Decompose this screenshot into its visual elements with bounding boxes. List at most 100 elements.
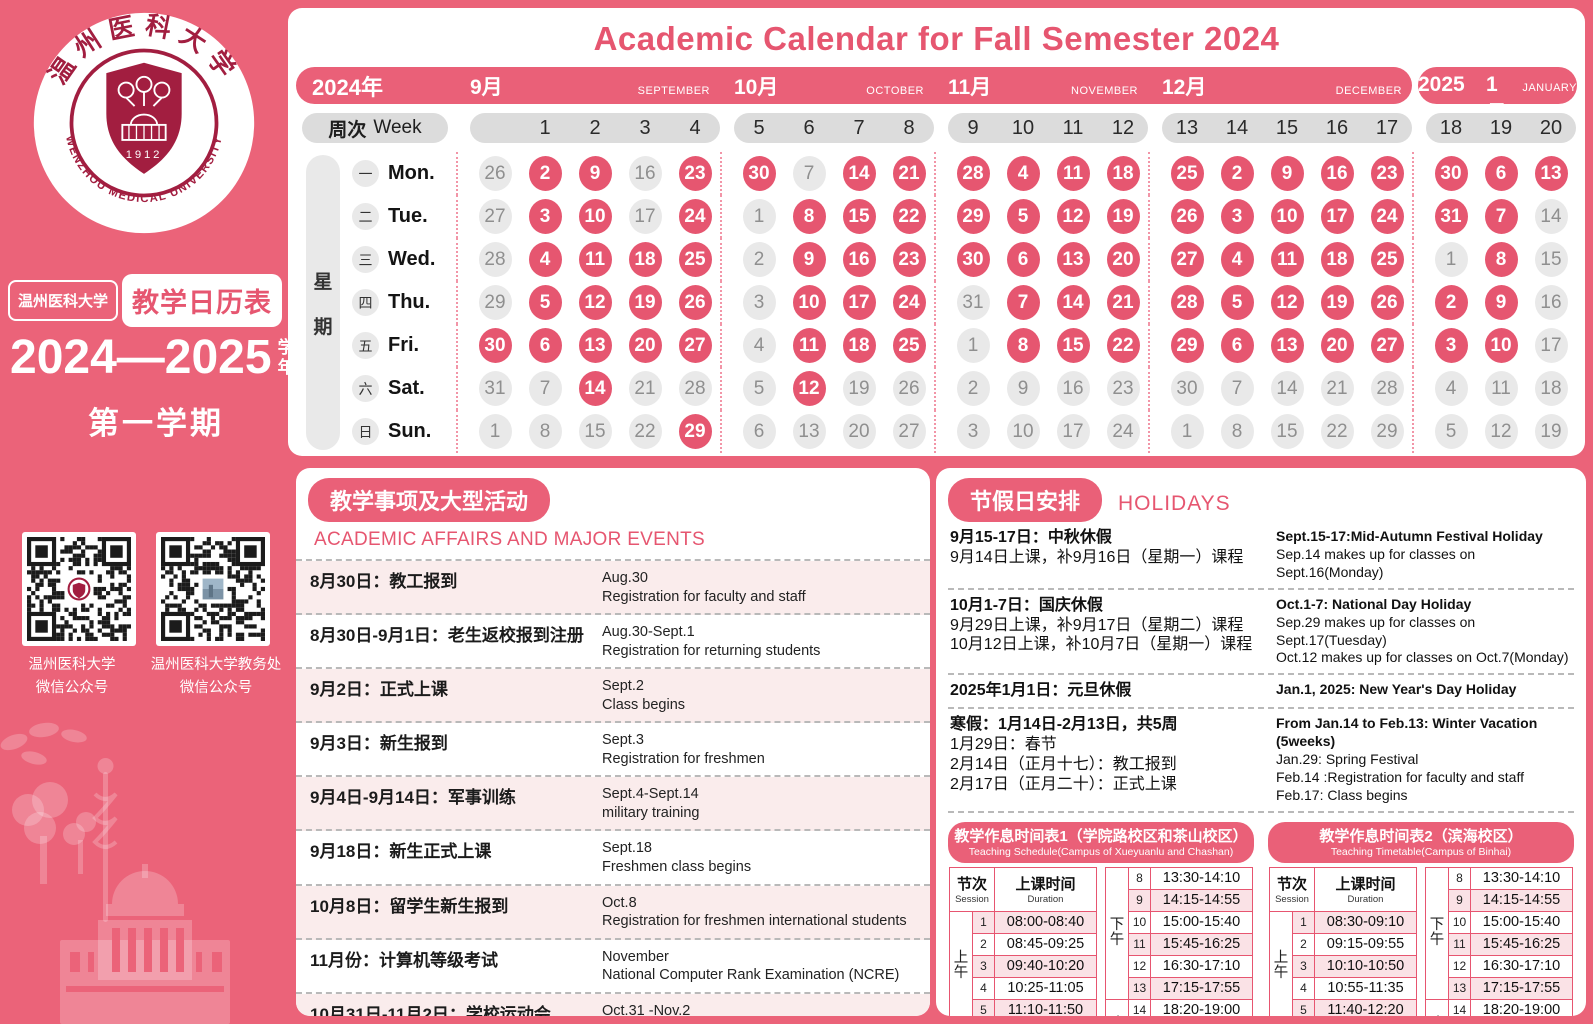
class-day: 29 (956, 199, 990, 234)
event-row: 8月30日：教工报到 Aug.30 Registration for faculty… (296, 561, 930, 616)
holidays-card: 节假日安排 HOLIDAYS 9月15-17日：中秋休假 9月14日上课，补9月1… (936, 468, 1586, 1016)
class-day: 13 (1534, 156, 1568, 191)
class-day: 19 (1320, 285, 1354, 320)
class-day: 25 (892, 328, 926, 363)
class-day: 24 (892, 285, 926, 320)
event-cn-line: 9月4日-9月14日：军事训练 (310, 788, 516, 808)
holiday-cn-line: 寒假：1月14日-2月13日，共5周 (950, 716, 1178, 734)
date-cell: 12 (1476, 414, 1526, 449)
session-number: 2 (972, 932, 995, 956)
schedule-row: 2 08:45-09:25 (950, 932, 1097, 956)
schedule-table-2: 教学作息时间表2（滨海校区） Teaching Timetable(Campus … (1268, 821, 1574, 1016)
session-time: 15:45-16:25 (1470, 932, 1573, 956)
date-cell: 30 (1426, 156, 1476, 191)
date-cell: 10 (998, 414, 1048, 449)
date-cell: 26 (1362, 285, 1412, 320)
week-number: 14 (1225, 117, 1249, 139)
month-column: 31 7 14 21 28 (456, 367, 720, 410)
class-day: 18 (1320, 242, 1354, 277)
event-en-line: Class begins (602, 696, 686, 713)
date-cell: 21 (1312, 371, 1362, 406)
class-day: 23 (892, 242, 926, 277)
date-cell: 7 (520, 371, 570, 406)
session-time: 09:15-09:55 (1314, 932, 1417, 956)
session-number: 8 (1128, 866, 1151, 890)
date-cell: 6 (1212, 328, 1262, 363)
event-cn: 9月2日：正式上课 (310, 675, 602, 702)
date-cell: 29 (470, 285, 520, 320)
class-day: 27 (678, 328, 712, 363)
holidays-subtitle: HOLIDAYS (1118, 492, 1231, 515)
class-day: 3 (1220, 199, 1254, 234)
date-cell: 20 (1312, 328, 1362, 363)
date-cell: 16 (620, 156, 670, 191)
week-number: 11 (1062, 117, 1084, 139)
holiday-en-line: Sept.15-17:Mid-Autumn Festival Holiday (1276, 528, 1543, 544)
events-card: 教学事项及大型活动 ACADEMIC AFFAIRS AND MAJOR EVE… (296, 468, 930, 1016)
off-day: 12 (1484, 414, 1518, 449)
date-cell: 21 (1098, 285, 1148, 320)
off-day: 3 (742, 285, 776, 320)
schedule-title-en: Teaching Schedule(Campus of Xueyuanlu an… (968, 845, 1234, 858)
class-day: 18 (628, 242, 662, 277)
weekday-en: Fri. (388, 334, 420, 356)
session-time: 08:30-09:10 (1314, 910, 1417, 934)
event-cn: 11月份：计算机等级考试 (310, 946, 602, 973)
week-number: 6 (803, 117, 815, 139)
date-cell: 11 (1048, 156, 1098, 191)
event-cn: 10月8日：留学生新生报到 (310, 892, 602, 919)
weekday-column-label: 星 期 (306, 155, 340, 450)
class-day: 15 (842, 199, 876, 234)
weekday-cn: 三 (352, 246, 379, 273)
month-column: 30 7 14 21 28 (1148, 367, 1412, 410)
schedule-right-table: 下午 8 13:30-14:10 9 14:15-14:55 10 15:00-15:40 1… (1105, 866, 1253, 1016)
event-en-line: National Computer Rank Examination (NCRE… (602, 967, 900, 984)
weekday-cn: 五 (352, 332, 379, 359)
class-day: 26 (678, 285, 712, 320)
month-column: 5 12 19 26 (720, 367, 934, 410)
off-day: 10 (1006, 414, 1040, 449)
month-column: 4 11 18 (1412, 367, 1576, 410)
schedule-left-table: 节次 Session 上课时间 Duration 上午 1 08:30-09:10 2 09:1… (1269, 866, 1417, 1016)
off-day: 1 (1170, 414, 1204, 449)
date-cell: 9 (1476, 285, 1526, 320)
event-en-line: Sept.18 (602, 840, 652, 857)
class-day: 11 (1270, 242, 1304, 277)
date-cell: 31 (470, 371, 520, 406)
month-column: 1 8 15 22 29 (456, 410, 720, 453)
date-cell: 17 (1526, 328, 1576, 363)
schedule-header: 教学作息时间表1（学院路校区和茶山校区） Teaching Schedule(Ca… (948, 821, 1254, 863)
session-number: 13 (1448, 976, 1471, 1000)
date-cell: 13 (1526, 156, 1576, 191)
schedule-row: 9 14:15-14:55 (1426, 888, 1573, 912)
session-number: 3 (1292, 954, 1315, 978)
date-cell: 25 (1362, 242, 1412, 277)
off-day: 30 (1170, 371, 1204, 406)
class-day: 10 (1484, 328, 1518, 363)
date-cell: 16 (1526, 285, 1576, 320)
date-cell: 21 (620, 371, 670, 406)
day-label: 六 Sat. (296, 375, 456, 402)
month-column: 28 4 11 18 25 (456, 238, 720, 281)
class-day: 11 (1056, 156, 1090, 191)
date-cell: 9 (1262, 156, 1312, 191)
day-row: 六 Sat. 31 7 14 21 28 5 12 19 26 2 9 16 23 30 7 14 21 28 4 11 1… (296, 367, 1577, 410)
off-day: 31 (478, 371, 512, 406)
date-cell: 17 (620, 199, 670, 234)
date-cell: 13 (784, 414, 834, 449)
class-day: 13 (578, 328, 612, 363)
class-day: 27 (1370, 328, 1404, 363)
session-time: 11:10-11:50 (994, 998, 1097, 1016)
holiday-row: 9月15-17日：中秋休假 9月14日上课，补9月16日（星期一）课程 Sept.1… (948, 522, 1574, 590)
semester-label: 第一学期 (88, 406, 224, 441)
holiday-cn-line: 2月17日（正月二十）：正式上课 (950, 775, 1177, 793)
holiday-en: Sept.15-17:Mid-Autumn Festival Holiday Se… (1276, 528, 1572, 582)
event-en: Oct.31 -Nov.2WMU Sports Meeting (602, 1000, 916, 1016)
class-day: 17 (842, 285, 876, 320)
class-day: 12 (792, 371, 826, 406)
class-day: 9 (1484, 285, 1518, 320)
class-day: 17 (1320, 199, 1354, 234)
date-cell: 14 (1048, 285, 1098, 320)
date-cell: 14 (1262, 371, 1312, 406)
off-day: 14 (1270, 371, 1304, 406)
